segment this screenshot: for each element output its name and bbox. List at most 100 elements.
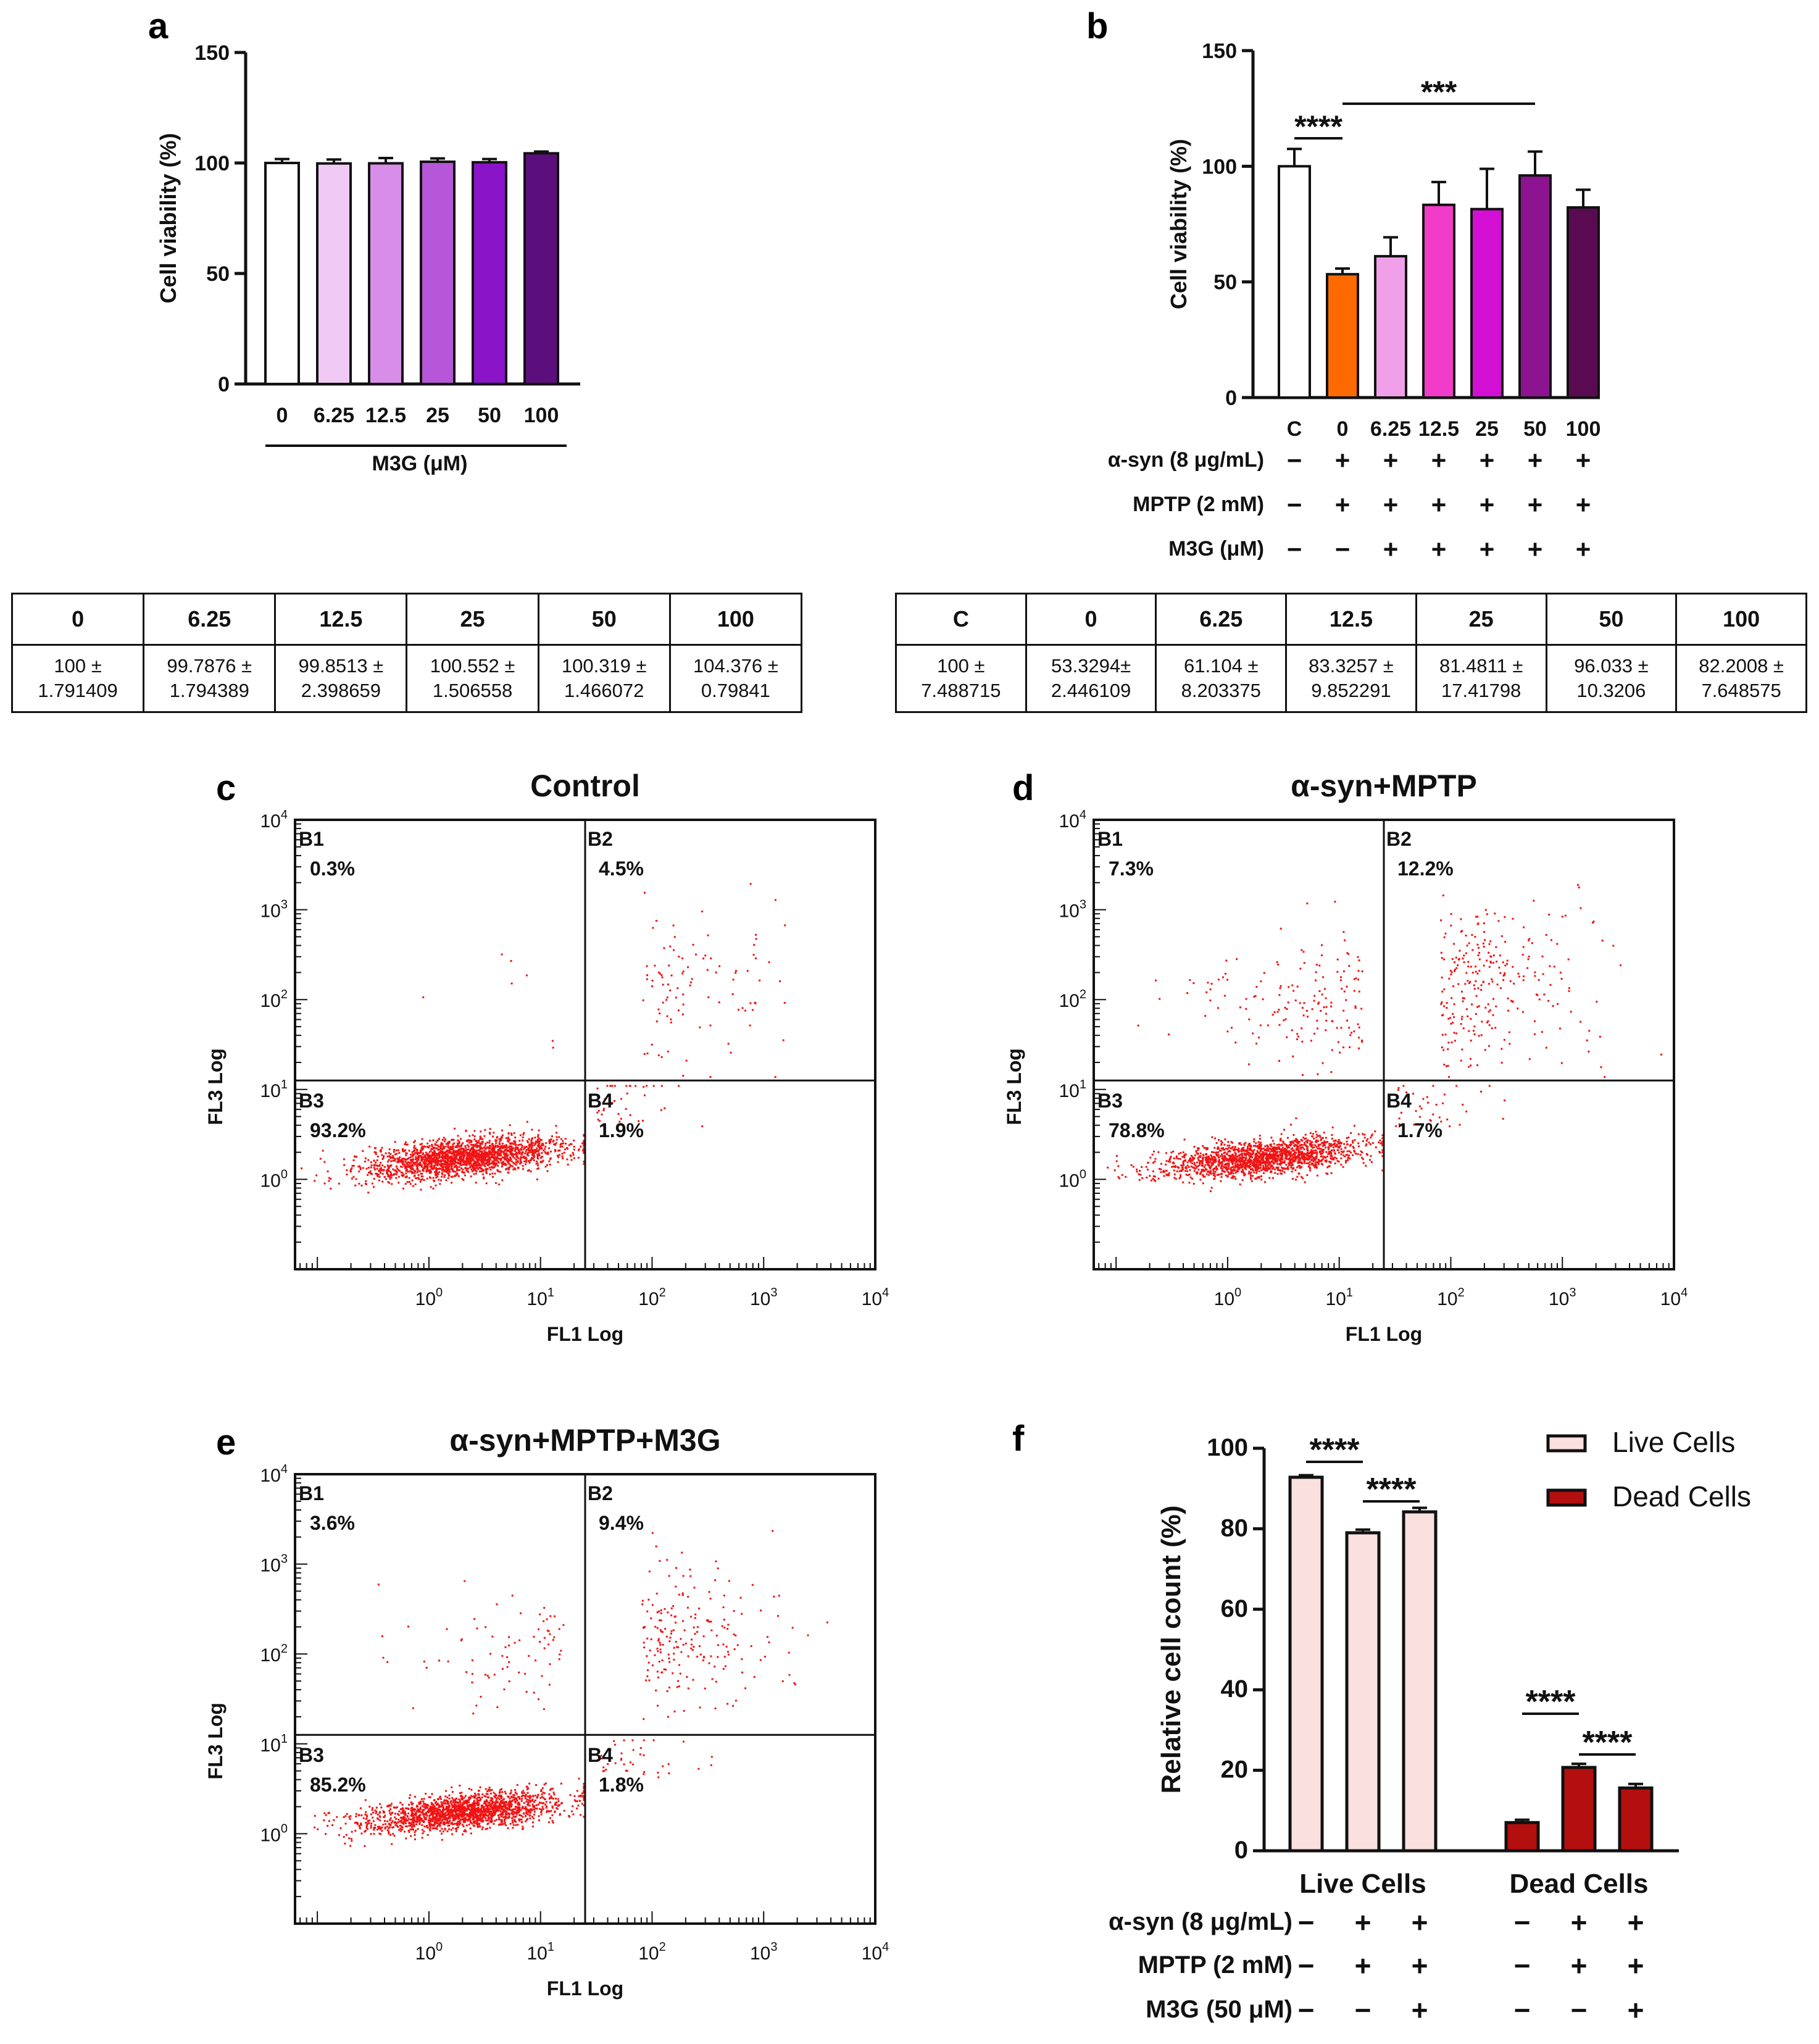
chart-c-event-dot <box>455 1164 457 1167</box>
chart-d-event-dot <box>1534 975 1536 977</box>
chart-d-event-dot <box>1287 1151 1289 1154</box>
chart-c-event-dot <box>477 1159 480 1161</box>
chart-c-event-dot <box>752 954 755 956</box>
chart-d-event-dot <box>1460 1023 1462 1025</box>
chart-d-event-dot <box>1193 1183 1195 1185</box>
chart-d-event-dot <box>1452 1012 1454 1015</box>
chart-d-event-dot <box>1254 1166 1256 1169</box>
chart-c-event-dot <box>387 1161 389 1163</box>
chart-d-event-dot <box>1465 1110 1468 1112</box>
chart-c-event-dot <box>779 980 781 982</box>
chart-d-event-dot <box>1315 1136 1318 1138</box>
chart-c-event-dot <box>479 1166 481 1169</box>
chart-d-event-dot <box>1346 1150 1349 1153</box>
chart-c-event-dot <box>485 1153 487 1155</box>
chart-d-event-dot <box>1230 1158 1232 1161</box>
chart-d-event-dot <box>1470 1018 1472 1020</box>
chart-e-event-dot <box>362 1817 365 1819</box>
chart-d-event-dot <box>1220 1161 1223 1163</box>
chart-d-event-dot <box>1224 1164 1226 1166</box>
chart-c-event-dot <box>462 1153 465 1155</box>
chart-c-event-dot <box>478 1153 480 1155</box>
chart-c-event-dot <box>446 1153 449 1155</box>
chart-c-event-dot <box>399 1156 401 1159</box>
chart-c-event-dot <box>510 982 513 985</box>
chart-c-event-dot <box>491 1143 494 1145</box>
chart-d-event-dot <box>1254 1157 1257 1159</box>
chart-d-event-dot <box>1213 1159 1215 1161</box>
chart-c-event-dot <box>364 1183 367 1185</box>
chart-d-event-dot <box>1365 1164 1367 1167</box>
chart-d-event-dot <box>1244 1166 1247 1168</box>
chart-c-event-dot <box>424 1145 427 1148</box>
chart-c-event-dot <box>411 1172 414 1174</box>
chart-c-event-dot <box>486 1153 488 1156</box>
chart-d-event-dot <box>1267 1154 1269 1156</box>
chart-d-event-dot <box>1243 1144 1246 1146</box>
chart-c-event-dot <box>514 1150 516 1153</box>
chart-d-event-dot <box>1336 1027 1338 1029</box>
chart-c-event-dot <box>746 970 749 972</box>
chart-c-event-dot <box>475 1156 478 1159</box>
chart-d-event-dot <box>1304 1141 1306 1144</box>
chart-d-event-dot <box>1240 1160 1242 1162</box>
chart-c-event-dot <box>483 1162 486 1164</box>
chart-c-event-dot <box>442 1163 444 1166</box>
chart-c-event-dot <box>494 1139 497 1141</box>
chart-d-event-dot <box>1451 1041 1453 1044</box>
chart-c-event-dot <box>526 1152 528 1154</box>
chart-d-event-dot <box>1231 1171 1233 1174</box>
chart-d-event-dot <box>1255 1177 1258 1180</box>
chart-c-event-dot <box>435 1164 437 1166</box>
chart-d-event-dot <box>1286 1007 1288 1010</box>
chart-c-event-dot <box>395 1177 398 1179</box>
chart-d-event-dot <box>1231 1157 1234 1159</box>
chart-c-event-dot <box>462 1157 465 1159</box>
chart-d-event-dot <box>1330 1005 1333 1007</box>
chart-c-event-dot <box>774 899 776 901</box>
chart-c-event-dot <box>754 1001 756 1004</box>
chart-c-event-dot <box>535 1140 537 1143</box>
chart-c-event-dot <box>718 965 721 967</box>
chart-d-event-dot <box>1420 1108 1423 1110</box>
chart-c-event-dot <box>417 1151 419 1154</box>
chart-d-event-dot <box>1548 914 1551 916</box>
chart-c-event-dot <box>657 1008 660 1011</box>
chart-d-event-dot <box>1228 1149 1231 1152</box>
chart-d-event-dot <box>1492 998 1494 1000</box>
chart-c-event-dot <box>465 1151 467 1154</box>
chart-d-event-dot <box>1463 961 1465 964</box>
chart-d-event-dot <box>1207 982 1209 984</box>
chart-c-event-dot <box>494 1152 496 1154</box>
chart-c-event-dot <box>454 1149 456 1152</box>
chart-d-event-dot <box>1169 1161 1172 1163</box>
chart-c-event-dot <box>388 1166 390 1169</box>
chart-c-event-dot <box>535 1162 538 1165</box>
chart-c-event-dot <box>741 1007 744 1009</box>
chart-d-event-dot <box>1223 1160 1226 1162</box>
chart-c-event-dot <box>389 1165 391 1167</box>
chart-c-event-dot <box>496 1145 499 1147</box>
chart-b-condition-sign: + <box>1383 490 1399 519</box>
chart-d-event-dot <box>1255 1142 1257 1145</box>
chart-c-event-dot <box>428 1151 431 1153</box>
chart-c-event-dot <box>583 1133 585 1136</box>
chart-c-event-dot <box>469 1150 472 1153</box>
chart-d-event-dot <box>1325 1172 1328 1175</box>
chart-c-event-dot <box>486 1161 488 1164</box>
chart-c-event-dot <box>447 1164 449 1166</box>
chart-c-event-dot <box>609 1101 611 1103</box>
chart-d-event-dot <box>1344 1146 1346 1149</box>
chart-d-event-dot <box>1233 1168 1235 1170</box>
chart-c-event-dot <box>425 1156 427 1159</box>
chart-d-event-dot <box>1352 1140 1354 1142</box>
chart-d-event-dot <box>1230 1172 1232 1174</box>
chart-d-event-dot <box>1302 951 1305 953</box>
chart-d-event-dot <box>1295 1117 1297 1119</box>
chart-c-event-dot <box>416 1167 418 1169</box>
chart-d-event-dot <box>1331 1144 1333 1146</box>
chart-c-event-dot <box>480 1154 482 1157</box>
chart-d-event-dot <box>1330 1143 1332 1145</box>
chart-d-event-dot <box>1354 1151 1356 1153</box>
chart-d-event-dot <box>1294 1169 1297 1171</box>
